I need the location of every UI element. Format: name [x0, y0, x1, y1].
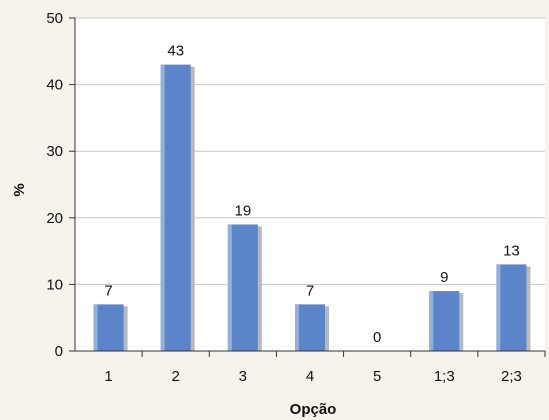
data-label: 19 [235, 202, 252, 219]
x-tick-label: 5 [373, 368, 381, 385]
data-labels: 7 43 19 7 0 9 13 [104, 43, 519, 346]
bar [227, 224, 258, 351]
bar [496, 264, 527, 351]
bar [160, 64, 191, 352]
x-tick-label: 4 [306, 368, 314, 385]
x-tick-label: 2;3 [501, 368, 522, 385]
axes: 0 10 20 30 40 50 1 2 3 4 5 1;3 2;3 [46, 10, 546, 385]
bars [93, 64, 531, 352]
x-tick-label: 1;3 [434, 368, 455, 385]
bar-highlight [93, 304, 98, 351]
bar [93, 304, 124, 351]
bar-highlight [227, 224, 232, 351]
bar [429, 291, 460, 351]
bar-highlight [429, 291, 434, 351]
bar-highlight [496, 264, 501, 351]
data-label: 0 [373, 329, 381, 346]
data-label: 7 [104, 282, 112, 299]
x-tick-label: 3 [239, 368, 247, 385]
gridlines [75, 17, 545, 285]
y-tick-label: 20 [46, 210, 63, 227]
data-label: 13 [503, 242, 520, 259]
y-tick-label: 30 [46, 143, 63, 160]
y-tick-label: 10 [46, 276, 63, 293]
y-tick-label: 40 [46, 77, 63, 94]
plot-area [75, 18, 545, 351]
y-tick-label: 50 [46, 10, 63, 27]
x-tick-label: 1 [104, 368, 112, 385]
x-tick-label: 2 [172, 368, 180, 385]
x-axis-title: Opção [290, 401, 337, 418]
bar [295, 304, 325, 351]
data-label: 43 [167, 43, 184, 60]
data-label: 9 [440, 269, 448, 286]
bar-highlight [295, 304, 299, 351]
y-tick-label: 0 [55, 343, 63, 360]
data-label: 7 [306, 282, 314, 299]
bar-highlight [160, 64, 165, 352]
y-axis-title: % [11, 183, 28, 196]
